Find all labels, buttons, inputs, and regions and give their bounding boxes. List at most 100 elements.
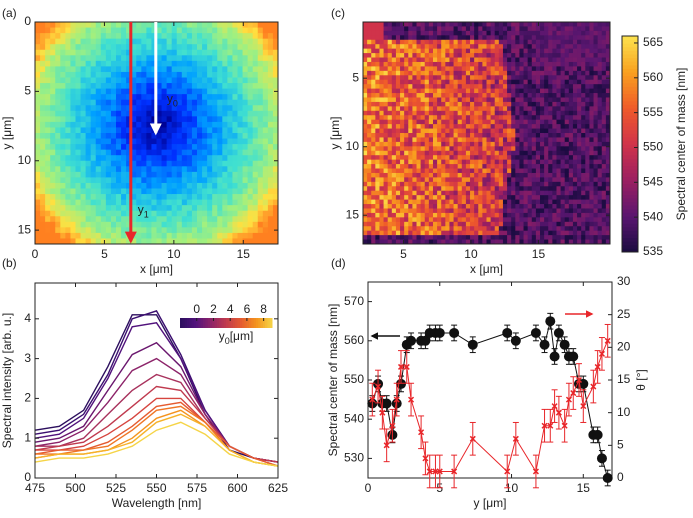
image-pixel (499, 49, 504, 54)
image-pixel (437, 213, 442, 218)
image-pixel (470, 53, 475, 58)
image-pixel (495, 164, 500, 169)
image-pixel (384, 142, 389, 147)
image-pixel (454, 89, 459, 94)
image-pixel (412, 49, 417, 54)
image-pixel (408, 40, 413, 45)
image-pixel (227, 227, 233, 233)
image-pixel (202, 61, 208, 67)
image-pixel (367, 106, 372, 111)
image-pixel (227, 127, 233, 133)
image-pixel (556, 213, 561, 218)
image-pixel (50, 144, 56, 150)
image-pixel (243, 78, 249, 84)
image-pixel (515, 137, 520, 142)
image-pixel (388, 89, 393, 94)
image-pixel (367, 133, 372, 138)
image-pixel (561, 164, 566, 169)
image-pixel (437, 146, 442, 151)
image-pixel (458, 62, 463, 67)
image-pixel (441, 58, 446, 63)
image-pixel (528, 71, 533, 76)
image-pixel (388, 160, 393, 165)
image-pixel (462, 200, 467, 205)
image-pixel (121, 44, 127, 50)
image-pixel (548, 40, 553, 45)
image-pixel (470, 31, 475, 36)
image-pixel (121, 166, 127, 172)
image-pixel (470, 231, 475, 236)
image-pixel (116, 50, 122, 56)
image-pixel (470, 155, 475, 160)
image-pixel (172, 28, 178, 34)
image-pixel (544, 44, 549, 49)
image-pixel (425, 111, 430, 116)
image-pixel (491, 75, 496, 80)
image-pixel (412, 31, 417, 36)
image-pixel (248, 94, 254, 100)
image-pixel (35, 150, 41, 156)
image-pixel (552, 71, 557, 76)
image-pixel (388, 200, 393, 205)
y-axis-label: y [μm] (0, 117, 14, 150)
image-pixel (50, 139, 56, 145)
image-pixel (552, 195, 557, 200)
image-pixel (454, 111, 459, 116)
image-pixel (96, 83, 102, 89)
image-pixel (519, 155, 524, 160)
image-pixel (487, 53, 492, 58)
image-pixel (548, 213, 553, 218)
image-pixel (474, 62, 479, 67)
image-pixel (511, 133, 516, 138)
image-pixel (371, 97, 376, 102)
image-pixel (167, 133, 173, 139)
image-pixel (585, 58, 590, 63)
image-pixel (367, 151, 372, 156)
image-pixel (519, 137, 524, 142)
image-pixel (441, 226, 446, 231)
image-pixel (573, 182, 578, 187)
image-pixel (589, 102, 594, 107)
image-pixel (86, 127, 92, 133)
image-pixel (598, 31, 603, 36)
image-pixel (45, 177, 51, 183)
image-pixel (487, 66, 492, 71)
image-pixel (146, 100, 152, 106)
image-pixel (482, 93, 487, 98)
image-pixel (412, 120, 417, 125)
image-pixel (50, 44, 56, 50)
colorbar-tick-label: 6 (244, 302, 251, 316)
image-pixel (532, 235, 537, 240)
image-pixel (482, 71, 487, 76)
image-pixel (50, 55, 56, 61)
image-pixel (561, 137, 566, 142)
image-pixel (544, 97, 549, 102)
image-pixel (167, 205, 173, 211)
image-pixel (212, 83, 218, 89)
image-pixel (544, 120, 549, 125)
image-pixel (400, 44, 405, 49)
image-pixel (577, 62, 582, 67)
image-pixel (248, 211, 254, 217)
image-pixel (35, 211, 41, 217)
image-pixel (392, 71, 397, 76)
image-pixel (45, 78, 51, 84)
image-pixel (519, 231, 524, 236)
image-pixel (569, 191, 574, 196)
image-pixel (594, 22, 599, 27)
image-pixel (367, 142, 372, 147)
image-pixel (379, 102, 384, 107)
image-pixel (408, 200, 413, 205)
image-pixel (116, 133, 122, 139)
image-pixel (111, 150, 117, 156)
image-pixel (81, 194, 87, 200)
image-pixel (101, 33, 107, 39)
image-pixel (478, 26, 483, 31)
image-pixel (421, 58, 426, 63)
image-pixel (544, 186, 549, 191)
image-pixel (573, 26, 578, 31)
image-pixel (441, 84, 446, 89)
image-pixel (511, 129, 516, 134)
image-pixel (35, 161, 41, 167)
image-pixel (151, 144, 157, 150)
